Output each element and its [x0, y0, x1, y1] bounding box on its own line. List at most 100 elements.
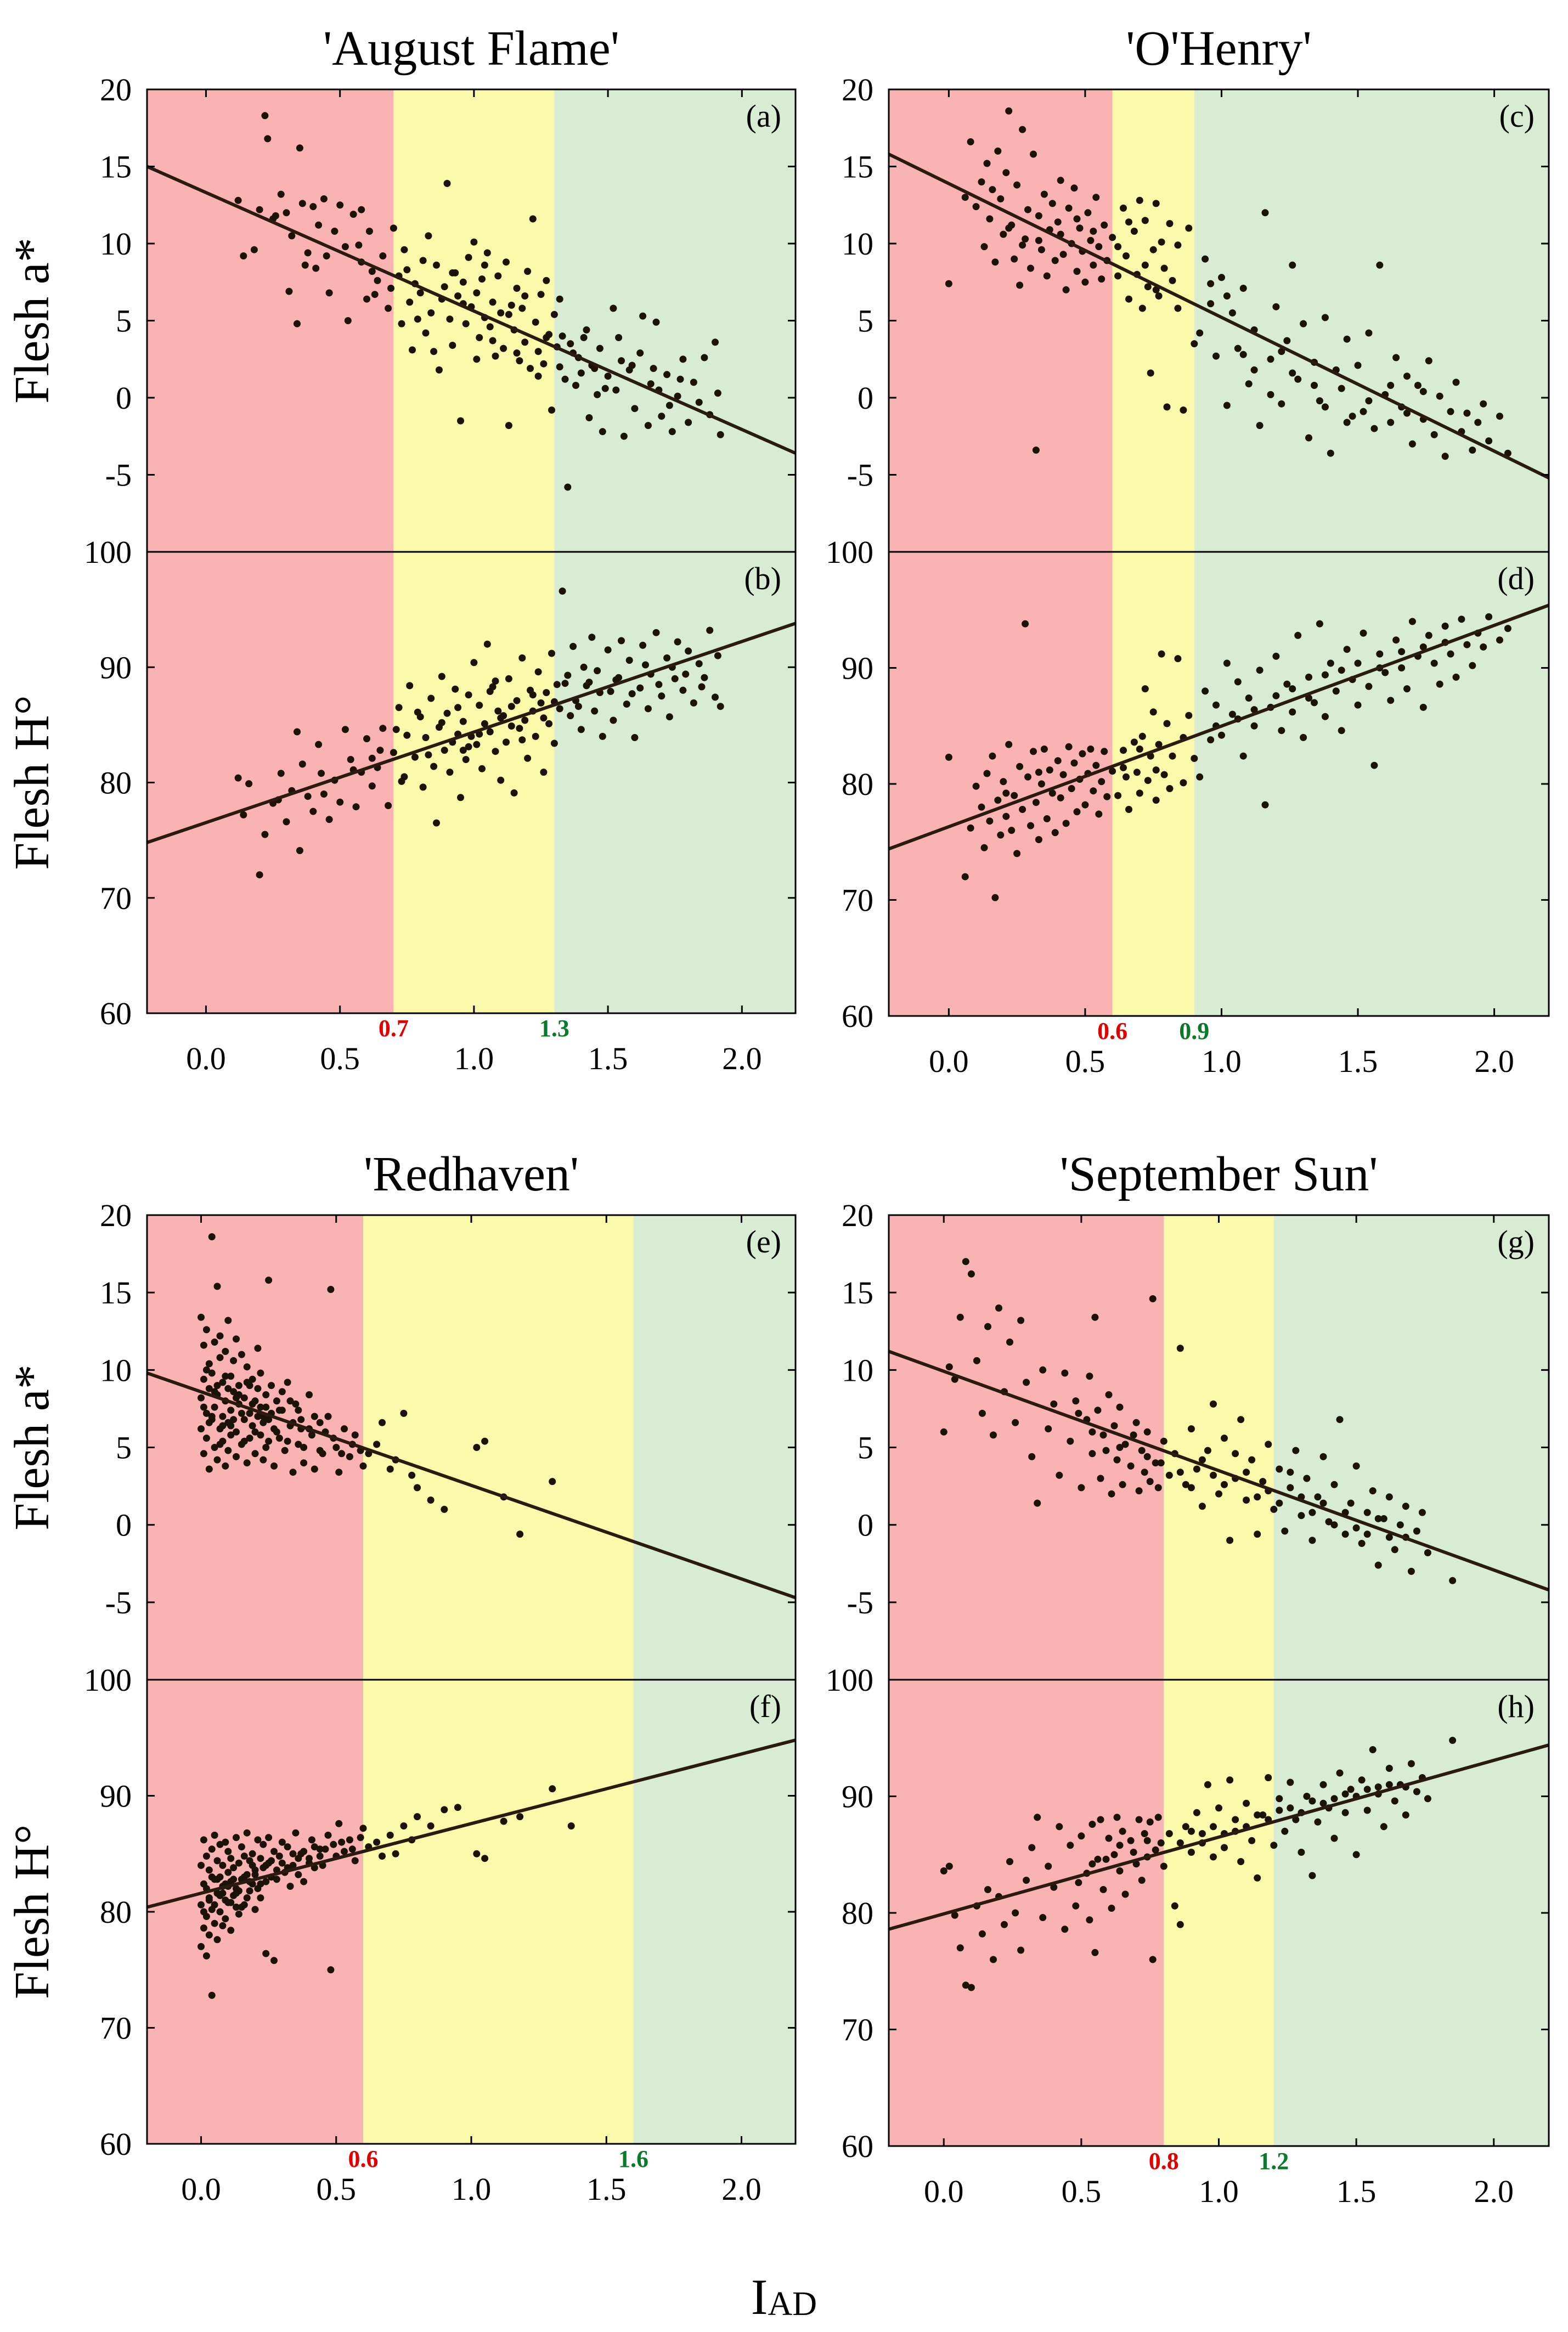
data-point: [222, 1348, 229, 1355]
zone-red: [147, 552, 394, 1013]
data-point: [1336, 1769, 1344, 1777]
data-point: [1352, 1851, 1360, 1859]
data-point: [1169, 276, 1176, 284]
data-point: [211, 1339, 218, 1346]
data-point: [205, 1896, 213, 1904]
data-point: [1303, 1793, 1311, 1800]
data-point: [628, 690, 636, 698]
data-point: [510, 789, 518, 797]
data-point: [316, 1845, 324, 1853]
data-point: [1259, 1478, 1267, 1486]
data-point: [277, 190, 285, 198]
data-point: [1180, 779, 1187, 787]
data-point: [427, 1497, 435, 1504]
data-point: [594, 667, 601, 675]
data-point: [1207, 736, 1215, 744]
data-point: [1035, 212, 1042, 219]
data-point: [695, 660, 703, 668]
data-point: [1079, 750, 1086, 758]
data-point: [537, 291, 545, 298]
data-point: [486, 687, 494, 695]
data-point: [1048, 789, 1056, 797]
data-point: [1338, 385, 1345, 392]
data-point: [1300, 733, 1307, 741]
data-point: [549, 1478, 556, 1486]
zone-green: [1273, 1215, 1549, 1680]
data-point: [1062, 286, 1070, 293]
data-point: [265, 1437, 273, 1445]
data-point: [443, 179, 451, 187]
data-point: [275, 1435, 283, 1442]
data-point: [311, 1843, 318, 1851]
data-point: [516, 725, 523, 732]
data-point: [1005, 107, 1013, 115]
data-point: [1298, 1512, 1305, 1520]
regression-line: [147, 1371, 796, 1600]
data-point: [1276, 1499, 1283, 1507]
y-axis-label: Flesh a*: [5, 1364, 59, 1530]
data-point: [623, 701, 630, 708]
data-point: [567, 712, 574, 720]
data-point: [1059, 771, 1067, 778]
data-point: [978, 178, 985, 186]
data-point: [1232, 1816, 1239, 1823]
data-point: [1452, 379, 1460, 386]
data-point: [1360, 408, 1367, 415]
data-point: [1254, 1811, 1261, 1819]
data-point: [1311, 382, 1318, 389]
data-point: [1452, 673, 1460, 681]
data-point: [706, 626, 714, 634]
data-point: [1160, 264, 1168, 272]
data-point: [1030, 150, 1037, 158]
data-point: [1135, 1816, 1143, 1823]
data-point: [636, 684, 644, 692]
data-point: [1087, 236, 1095, 244]
data-point: [476, 334, 483, 341]
data-point: [1210, 1823, 1217, 1831]
data-point: [1376, 261, 1384, 269]
data-point: [1130, 738, 1138, 746]
data-point: [1176, 1345, 1184, 1352]
data-point: [1276, 1806, 1283, 1814]
data-point: [556, 295, 563, 303]
data-point: [1272, 692, 1280, 699]
data-point: [1210, 1400, 1217, 1408]
data-point: [1408, 440, 1416, 448]
data-point: [425, 751, 432, 759]
data-point: [1308, 1872, 1316, 1879]
data-point: [1185, 224, 1193, 232]
data-point: [1143, 1837, 1151, 1844]
data-point: [1380, 1515, 1387, 1522]
panel-label: (e): [746, 1224, 781, 1260]
data-point: [553, 681, 561, 688]
data-point: [1414, 382, 1422, 389]
data-point: [1008, 827, 1016, 834]
data-point: [1017, 1317, 1025, 1324]
data-point: [379, 1853, 386, 1860]
y-tick-label: 70: [100, 2011, 132, 2046]
data-point: [1424, 1549, 1431, 1556]
data-point: [599, 732, 606, 740]
data-point: [543, 334, 550, 341]
data-point: [1234, 678, 1242, 686]
data-point: [251, 1906, 259, 1913]
data-point: [1088, 1860, 1096, 1868]
data-point: [1314, 1818, 1322, 1826]
data-point: [1087, 746, 1095, 753]
chart-title: 'September Sun': [1060, 1147, 1378, 1201]
data-point: [1385, 1765, 1393, 1772]
data-point: [341, 1425, 348, 1433]
data-point: [1398, 664, 1406, 671]
data-point: [990, 1431, 997, 1439]
data-point: [1212, 701, 1220, 709]
data-point: [1130, 1431, 1137, 1439]
data-point: [1261, 209, 1269, 217]
data-point: [265, 1277, 273, 1284]
data-point: [1114, 243, 1122, 251]
y-tick-label: 20: [100, 72, 132, 108]
y-tick-label: 80: [842, 766, 873, 802]
data-point: [1091, 1313, 1099, 1321]
data-point: [202, 1366, 210, 1374]
data-point: [250, 246, 258, 253]
